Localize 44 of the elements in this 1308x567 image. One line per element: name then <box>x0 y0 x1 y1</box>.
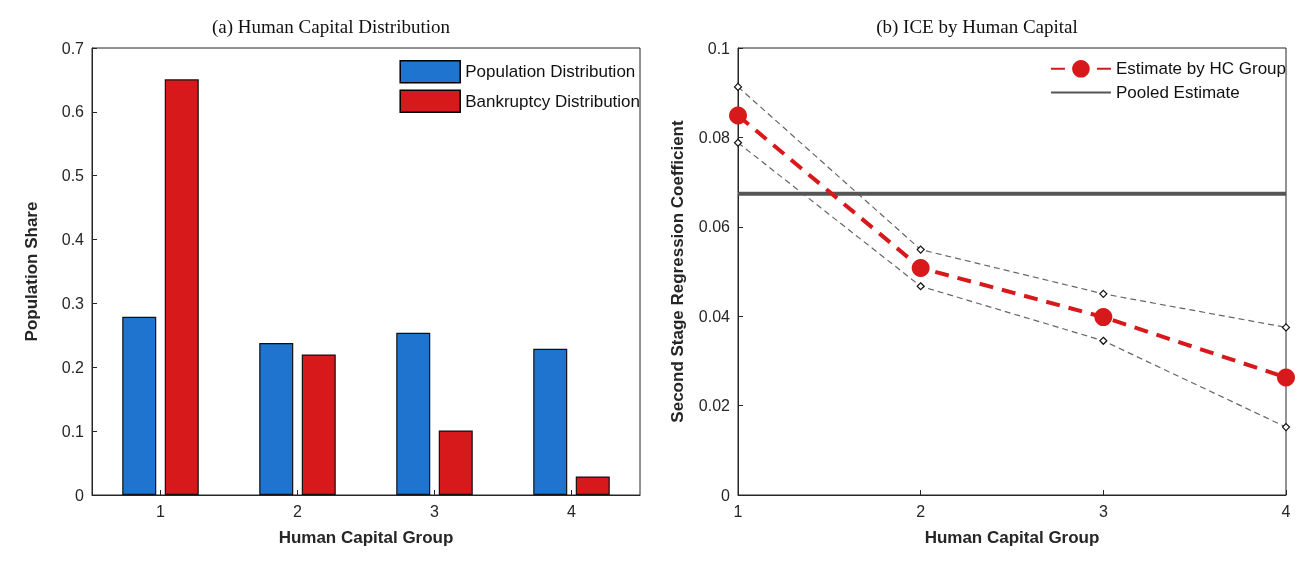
x-tick-label: 4 <box>1281 502 1291 520</box>
y-tick-label: 0.04 <box>698 307 731 325</box>
x-tick-label: 3 <box>1098 502 1108 520</box>
bar <box>438 430 473 495</box>
y-tick-label: 0 <box>721 486 731 504</box>
y-tick-label: 0.06 <box>698 218 731 236</box>
point <box>729 106 747 125</box>
y-axis-title: Population Share <box>22 201 41 342</box>
y-tick-label: 0.02 <box>698 397 731 415</box>
y-tick-label: 0.1 <box>61 422 85 440</box>
y-tick-label: 0.6 <box>61 103 85 121</box>
bar <box>396 332 431 495</box>
y-tick-label: 0.2 <box>61 358 85 376</box>
y-tick-label: 0.5 <box>61 167 85 185</box>
y-tick-label: 0.4 <box>61 231 85 249</box>
bar <box>301 354 336 495</box>
y-tick-label: 0 <box>75 486 85 504</box>
bar <box>533 348 568 495</box>
point <box>911 258 930 277</box>
y-tick-label: 0.3 <box>61 294 85 312</box>
x-tick-label: 2 <box>916 502 926 520</box>
y-tick-label: 0.1 <box>707 39 731 57</box>
chart-title: (a) Human Capital Distribution <box>212 16 451 38</box>
bar <box>122 316 157 495</box>
bar <box>575 476 610 495</box>
x-axis-title: Human Capital Group <box>278 528 454 547</box>
legend-label: Population Distribution <box>465 62 636 82</box>
y-tick-label: 0.7 <box>61 39 85 57</box>
bar <box>164 79 199 495</box>
x-axis-title: Human Capital Group <box>924 528 1100 547</box>
bar <box>259 343 294 495</box>
legend-label: Bankruptcy Distribution <box>465 91 641 111</box>
legend-label: Pooled Estimate <box>1115 82 1240 102</box>
point <box>1094 308 1113 327</box>
point <box>1277 368 1295 387</box>
chart-title: (b) ICE by Human Capital <box>876 16 1078 38</box>
x-tick-label: 2 <box>293 502 303 520</box>
x-tick-label: 4 <box>567 502 577 520</box>
legend-label: Estimate by HC Group <box>1115 59 1286 79</box>
x-tick-label: 1 <box>733 502 743 520</box>
y-axis-title: Second Stage Regression Coefficient <box>668 120 687 423</box>
x-tick-label: 3 <box>430 502 440 520</box>
x-tick-label: 1 <box>156 502 166 520</box>
y-tick-label: 0.08 <box>698 128 731 146</box>
